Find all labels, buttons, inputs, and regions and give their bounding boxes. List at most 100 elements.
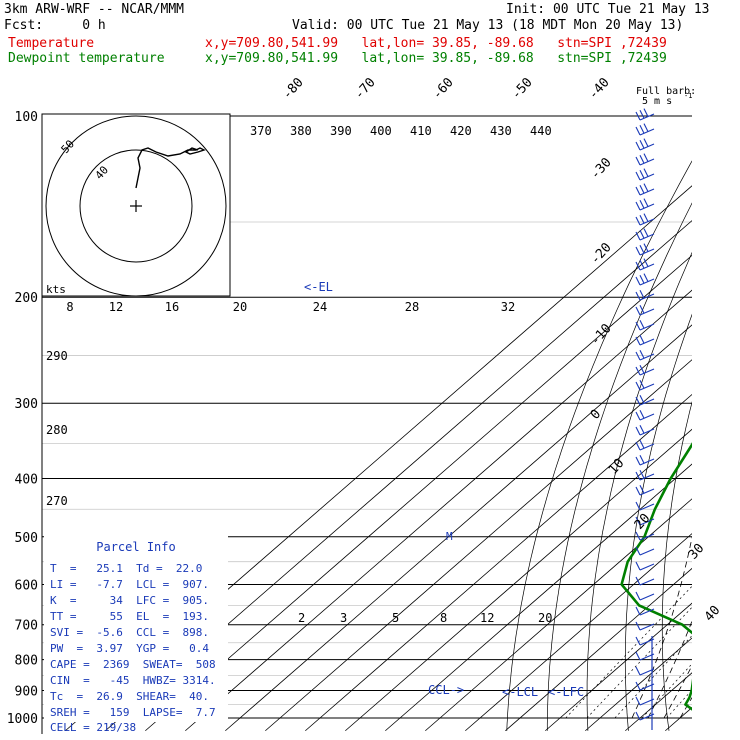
wind-barb-staff: [639, 578, 655, 586]
wind-barb-staff: [639, 518, 655, 526]
wind-barb-staff: [639, 548, 655, 556]
wind-barb-staff: [639, 398, 655, 406]
wind-barb-flag: [643, 153, 649, 162]
wind-barb-staff: [639, 623, 655, 631]
isotherm-label: -60: [430, 75, 457, 102]
wind-barb-staff: [639, 443, 655, 451]
ccl-marker: CCL->: [428, 683, 464, 697]
dry-adiabat-line: [546, 202, 692, 731]
wind-barb-flag: [635, 306, 641, 316]
wind-barb-flag: [639, 230, 645, 239]
wind-barb-flag: [635, 396, 641, 406]
isotherm-line: [425, 498, 692, 732]
pressure-label: 900: [15, 684, 38, 699]
pressure-label: 1000: [7, 712, 38, 727]
wind-barb-staff: [639, 308, 655, 316]
isotherm-label: 10: [606, 456, 628, 478]
wind-barb-flag: [639, 455, 645, 464]
hodograph: [41, 113, 231, 297]
wind-barb-flag: [639, 275, 645, 284]
isotherm-line: [705, 88, 740, 730]
valid-time: Valid: 00 UTC Tue 21 May 13 (18 MDT Mon …: [292, 18, 684, 33]
wind-barb-staff: [639, 113, 655, 121]
isotherm-label: 0: [588, 407, 604, 423]
wind-barb-flag: [635, 366, 641, 376]
wind-barb-staff: [639, 368, 655, 376]
isotherm-line: [345, 428, 692, 732]
wind-barb-staff: [639, 233, 655, 241]
mixing-ratio-line: [614, 635, 692, 719]
wind-barbs: [635, 108, 655, 730]
dry-adiabat-line: [506, 160, 692, 731]
wind-barb-staff: [639, 263, 655, 271]
wind-barb-staff: [639, 218, 655, 226]
m-marker: M: [446, 530, 453, 543]
side-theta-label: 290: [46, 349, 68, 363]
hodo-speed-label: 32: [501, 300, 515, 314]
moist-adiabat-line: [679, 696, 692, 719]
moist-adiabat-line: [696, 297, 740, 718]
wind-barb-flag: [635, 576, 641, 586]
mixing-ratio-label: 5: [392, 611, 399, 625]
wind-barb-flag: [635, 546, 641, 556]
wind-barb-flag: [635, 246, 641, 256]
wind-barb-staff: [639, 323, 655, 331]
wind-barb-staff: [639, 533, 655, 541]
barb-legend-value: 5 m s: [642, 96, 672, 107]
parcel-info-panel: Parcel Info T = 25.1 Td = 22.0 LI = -7.7…: [44, 536, 228, 734]
wind-barb-flag: [635, 351, 641, 361]
side-theta-label: 280: [46, 423, 68, 437]
parcel-row: CAPE = 2369 SWEAT= 508: [50, 658, 216, 671]
hodo-speed-label: 28: [405, 300, 419, 314]
wind-barb-staff: [639, 473, 655, 481]
mixing-ratio-line: [586, 606, 692, 719]
isotherm-line: [145, 254, 692, 732]
theta-label: 410: [410, 124, 432, 138]
isotherm-label: 30: [686, 541, 708, 563]
wind-barb-staff: [639, 608, 655, 616]
theta-label: 400: [370, 124, 392, 138]
wind-barb-flag: [635, 471, 641, 481]
isotherm-line: [465, 533, 692, 732]
temperature-legend: Temperature: [8, 36, 95, 51]
wind-barb-staff: [639, 503, 655, 511]
wind-barb-flag: [643, 228, 649, 237]
wind-barb-flag: [643, 123, 649, 132]
wind-barb-flag: [639, 260, 645, 269]
wind-barb-flag: [635, 666, 641, 676]
wind-barb-flag: [643, 213, 649, 222]
el-marker: <-EL: [304, 280, 333, 294]
wind-barb-flag: [643, 198, 649, 207]
wind-barb-flag: [635, 321, 641, 331]
wind-barb-flag: [635, 111, 641, 121]
theta-label: 420: [450, 124, 472, 138]
wind-barb-flag: [635, 501, 641, 511]
pressure-label: 500: [15, 531, 38, 546]
theta-label: 370: [250, 124, 272, 138]
parcel-row: LI = -7.7 LCL = 907.: [50, 578, 209, 591]
wind-barb-flag: [643, 183, 649, 192]
pressure-label: 800: [15, 654, 38, 669]
wind-barb-flag: [635, 561, 641, 571]
wind-barb-flag: [635, 261, 641, 271]
wind-barb-flag: [635, 276, 641, 286]
wind-barb-flag: [639, 170, 645, 179]
wind-barb-flag: [639, 215, 645, 224]
isotherm-line: [185, 289, 692, 732]
wind-barb-staff: [639, 458, 655, 466]
parcel-row: SREH = 159 LAPSE= 7.7: [50, 706, 216, 719]
wind-barb-flag: [635, 231, 641, 241]
pressure-label: 200: [15, 291, 38, 306]
wind-barb-flag: [635, 186, 641, 196]
isotherm-line: [105, 220, 692, 732]
wind-barb-flag: [635, 621, 641, 631]
theta-label: 390: [330, 124, 352, 138]
pressure-label: 700: [15, 619, 38, 634]
wind-barb-flag: [639, 110, 645, 119]
parcel-row: Tc = 26.9 SHEAR= 40.: [50, 690, 209, 703]
theta-label: 440: [530, 124, 552, 138]
hodo-speed-label: 16: [165, 300, 179, 314]
hodo-speed-label: 20: [233, 300, 247, 314]
wind-barb-flag: [635, 381, 641, 391]
wind-barb-flag: [639, 410, 645, 419]
